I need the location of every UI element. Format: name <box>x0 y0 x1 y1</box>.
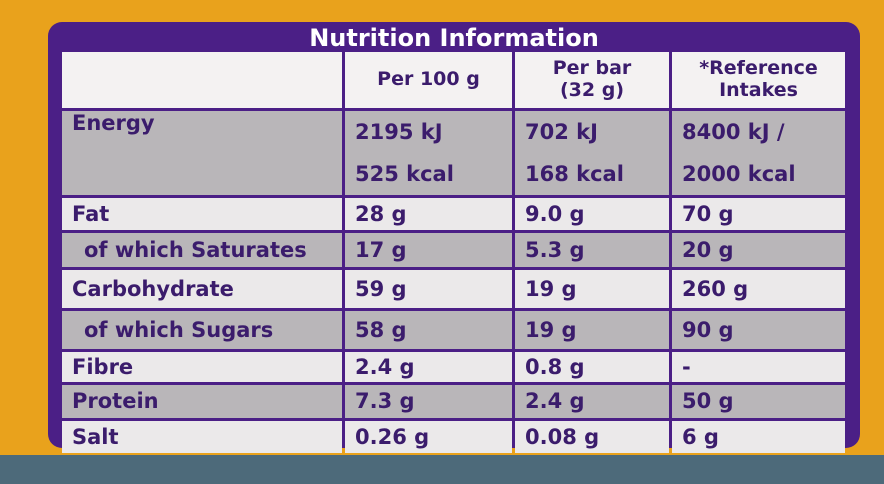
column-header: *Reference Intakes <box>672 52 845 108</box>
cell-text: 9.0 g <box>525 201 585 226</box>
value-cell: 19 g <box>515 270 669 308</box>
cell-text: Per 100 g <box>377 68 480 91</box>
row-label: Fat <box>62 198 342 230</box>
cell-text: 19 g <box>525 317 577 342</box>
label-text: Salt <box>72 424 119 449</box>
row-label: of which Saturates <box>62 233 342 267</box>
value-cell: 2.4 g <box>345 352 512 382</box>
column-header: Per 100 g <box>345 52 512 108</box>
value-cell: 50 g <box>672 385 845 418</box>
cell-text: 19 g <box>525 276 577 301</box>
cell-text: 59 g <box>355 276 407 301</box>
header-blank <box>62 52 342 108</box>
cell-text: 2.4 g <box>525 389 585 414</box>
value-cell: 6 g <box>672 421 845 453</box>
cell-text: 260 g <box>682 276 749 301</box>
value-cell: 7.3 g <box>345 385 512 418</box>
value-cell: 8400 kJ / 2000 kcal <box>672 111 845 195</box>
cell-text: 0.08 g <box>525 424 600 449</box>
label-text: Fibre <box>72 354 134 379</box>
value-cell: 9.0 g <box>515 198 669 230</box>
cell-text: 6 g <box>682 424 719 449</box>
cell-text: 702 kJ <box>525 119 598 144</box>
cell-text: 2.4 g <box>355 354 415 379</box>
cell-text: 7.3 g <box>355 389 415 414</box>
row-label: Fibre <box>62 352 342 382</box>
cell-text: 20 g <box>682 237 734 262</box>
label-text: Fat <box>72 201 110 226</box>
row-label: Energy <box>62 111 342 195</box>
column-header: Per bar (32 g) <box>515 52 669 108</box>
cell-text: 8400 kJ / <box>682 119 785 144</box>
value-cell: 0.08 g <box>515 421 669 453</box>
cell-text: 2000 kcal <box>682 161 796 186</box>
cell-text: 168 kcal <box>525 161 624 186</box>
cell-text: 0.26 g <box>355 424 430 449</box>
cell-text: 70 g <box>682 201 734 226</box>
cell-text: 525 kcal <box>355 161 454 186</box>
value-cell: 0.8 g <box>515 352 669 382</box>
cell-text: 28 g <box>355 201 407 226</box>
row-label: Salt <box>62 421 342 453</box>
row-label: Carbohydrate <box>62 270 342 308</box>
value-cell: 2195 kJ 525 kcal <box>345 111 512 195</box>
row-label: Protein <box>62 385 342 418</box>
value-cell: 59 g <box>345 270 512 308</box>
row-label: of which Sugars <box>62 311 342 349</box>
background-strip <box>0 455 884 484</box>
value-cell: 5.3 g <box>515 233 669 267</box>
value-cell: 90 g <box>672 311 845 349</box>
cell-text: 58 g <box>355 317 407 342</box>
cell-text: - <box>682 354 691 379</box>
cell-text: *Reference <box>699 57 818 80</box>
cell-text: 0.8 g <box>525 354 585 379</box>
nutrition-panel: Nutrition Information Per 100 g Per bar (3… <box>48 22 860 453</box>
value-cell: 28 g <box>345 198 512 230</box>
cell-text: 50 g <box>682 389 734 414</box>
value-cell: 20 g <box>672 233 845 267</box>
value-cell: 702 kJ 168 kcal <box>515 111 669 195</box>
cell-text: 90 g <box>682 317 734 342</box>
value-cell: 260 g <box>672 270 845 308</box>
value-cell: 0.26 g <box>345 421 512 453</box>
value-cell: - <box>672 352 845 382</box>
label-text: Energy <box>72 111 155 135</box>
value-cell: 2.4 g <box>515 385 669 418</box>
value-cell: 17 g <box>345 233 512 267</box>
label-text: of which Saturates <box>84 237 307 262</box>
cell-text: 5.3 g <box>525 237 585 262</box>
cell-text: 17 g <box>355 237 407 262</box>
cell-text: Per bar <box>552 57 632 80</box>
cell-text: Intakes <box>719 79 798 101</box>
label-text: Carbohydrate <box>72 276 234 301</box>
value-cell: 58 g <box>345 311 512 349</box>
value-cell: 19 g <box>515 311 669 349</box>
label-text: Protein <box>72 389 159 414</box>
label-text: of which Sugars <box>84 317 274 342</box>
cell-text: 2195 kJ <box>355 119 443 144</box>
cell-text: (32 g) <box>559 79 625 101</box>
value-cell: 70 g <box>672 198 845 230</box>
table-title: Nutrition Information <box>309 24 599 52</box>
